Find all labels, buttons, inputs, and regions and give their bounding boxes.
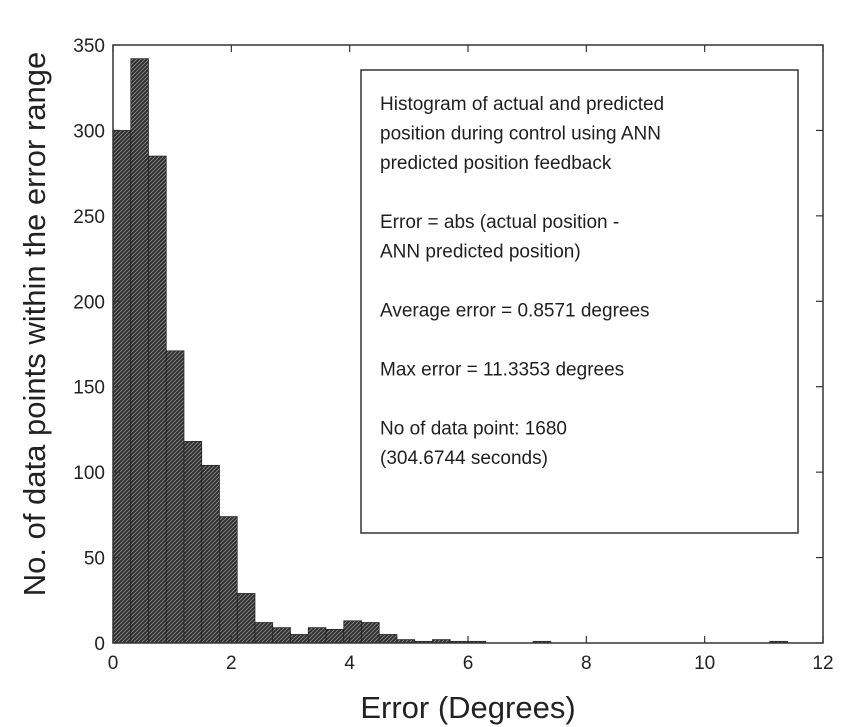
annotation-frame [360, 69, 799, 534]
histogram-bar [130, 58, 149, 644]
histogram-bar [378, 634, 398, 644]
histogram-bar [325, 628, 345, 644]
histogram-bar [219, 516, 238, 644]
x-tick-label: 4 [344, 653, 355, 674]
histogram-bar [272, 627, 291, 644]
x-tick-label: 12 [812, 653, 833, 674]
histogram-bar [165, 350, 185, 644]
x-axis-tick-labels: 0 2 4 6 8 10 12 [108, 653, 834, 674]
x-tick-label: 10 [694, 653, 715, 674]
histogram-bar [343, 620, 362, 644]
annotation-line: (304.6744 seconds) [380, 448, 548, 469]
x-tick-label: 6 [463, 653, 474, 674]
annotation-text: Histogram of actual and predicted positio… [380, 94, 664, 469]
annotation-line: position during control using ANN [380, 124, 661, 145]
y-tick-label: 300 [73, 121, 105, 142]
histogram-bars [112, 58, 788, 644]
annotation-line: predicted position feedback [380, 153, 612, 174]
y-axis-label: No. of data points within the error rang… [17, 52, 52, 597]
histogram-bar [254, 622, 274, 644]
annotation-line: Error = abs (actual position - [380, 212, 619, 233]
x-axis-label: Error (Degrees) [360, 690, 575, 725]
annotation-line: Histogram of actual and predicted [380, 94, 664, 115]
y-tick-label: 250 [73, 207, 105, 228]
y-tick-label: 150 [73, 378, 105, 399]
histogram-bar [290, 634, 309, 644]
histogram-bar [307, 627, 327, 644]
histogram-bar [148, 155, 167, 644]
y-tick-label: 200 [73, 292, 105, 313]
x-tick-label: 2 [226, 653, 237, 674]
histogram-bar [236, 593, 256, 644]
annotation-line: Average error = 0.8571 degrees [380, 301, 650, 322]
y-tick-label: 50 [84, 549, 105, 570]
y-tick-label: 0 [94, 634, 105, 655]
x-tick-label: 8 [581, 653, 592, 674]
y-axis-tick-labels: 0 50 100 150 200 250 300 350 [73, 36, 105, 655]
y-tick-label: 350 [73, 36, 105, 57]
histogram-bar [361, 622, 380, 644]
x-tick-label: 0 [108, 653, 119, 674]
annotation-line: No of data point: 1680 [380, 419, 567, 440]
annotation-line: Max error = 11.3353 degrees [380, 360, 624, 381]
histogram-bar [183, 441, 203, 644]
annotation-line: ANN predicted position) [380, 242, 581, 263]
histogram-bar [201, 464, 220, 644]
y-tick-label: 100 [73, 463, 105, 484]
axis-ticks [112, 44, 824, 644]
annotation-box: Histogram of actual and predicted positio… [360, 69, 799, 534]
